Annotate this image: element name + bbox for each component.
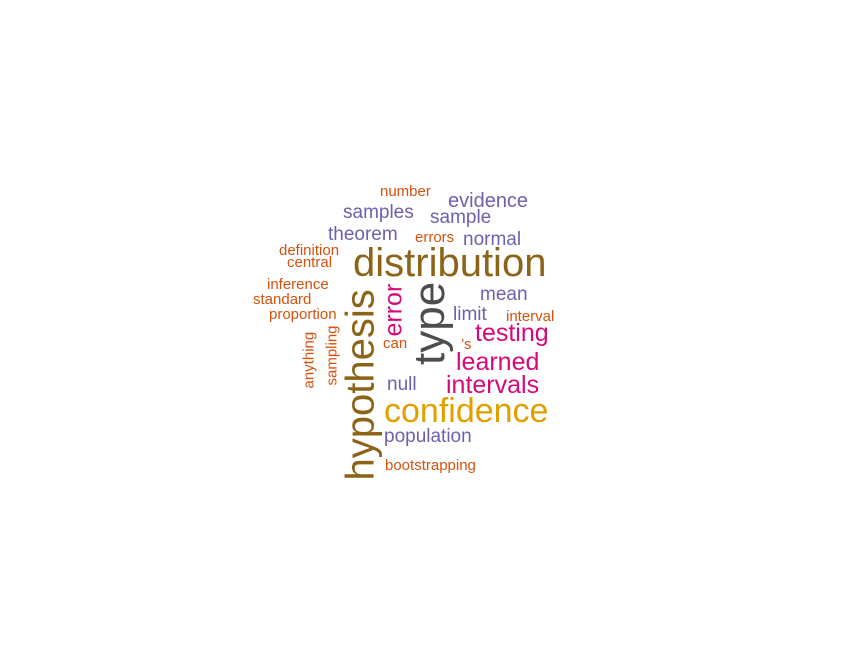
word-limit: limit (453, 304, 487, 325)
word-bootstrapping: bootstrapping (385, 457, 476, 474)
word-hypothesis: hypothesis (338, 289, 383, 481)
word-type: type (405, 281, 454, 365)
word-can: can (383, 335, 408, 352)
word-population: population (384, 426, 472, 447)
word-number: number (380, 183, 431, 200)
word-possessive: ’s (461, 336, 472, 353)
word-learned: learned (456, 348, 540, 376)
word-samples: samples (343, 202, 414, 223)
word-anything: anything (300, 331, 318, 389)
word-evidence: evidence (448, 190, 529, 212)
word-null: null (387, 374, 417, 395)
word-mean: mean (480, 284, 528, 305)
word-testing: testing (475, 319, 549, 347)
word-inference: inference (267, 276, 329, 293)
word-sampling: sampling (323, 325, 341, 386)
word-definition: definition (279, 242, 340, 259)
word-errors: errors (415, 229, 455, 246)
word-standard: standard (253, 291, 312, 308)
word-central: central (287, 254, 333, 271)
word-sample: sample (430, 207, 492, 228)
word-confidence: confidence (384, 392, 549, 430)
word-interval: interval (506, 308, 555, 325)
word-proportion: proportion (269, 306, 337, 323)
word-normal: normal (463, 229, 522, 250)
word-theorem: theorem (328, 224, 398, 245)
word-intervals: intervals (446, 371, 540, 399)
word-distribution: distribution (353, 241, 547, 285)
word-error: error (379, 283, 408, 337)
